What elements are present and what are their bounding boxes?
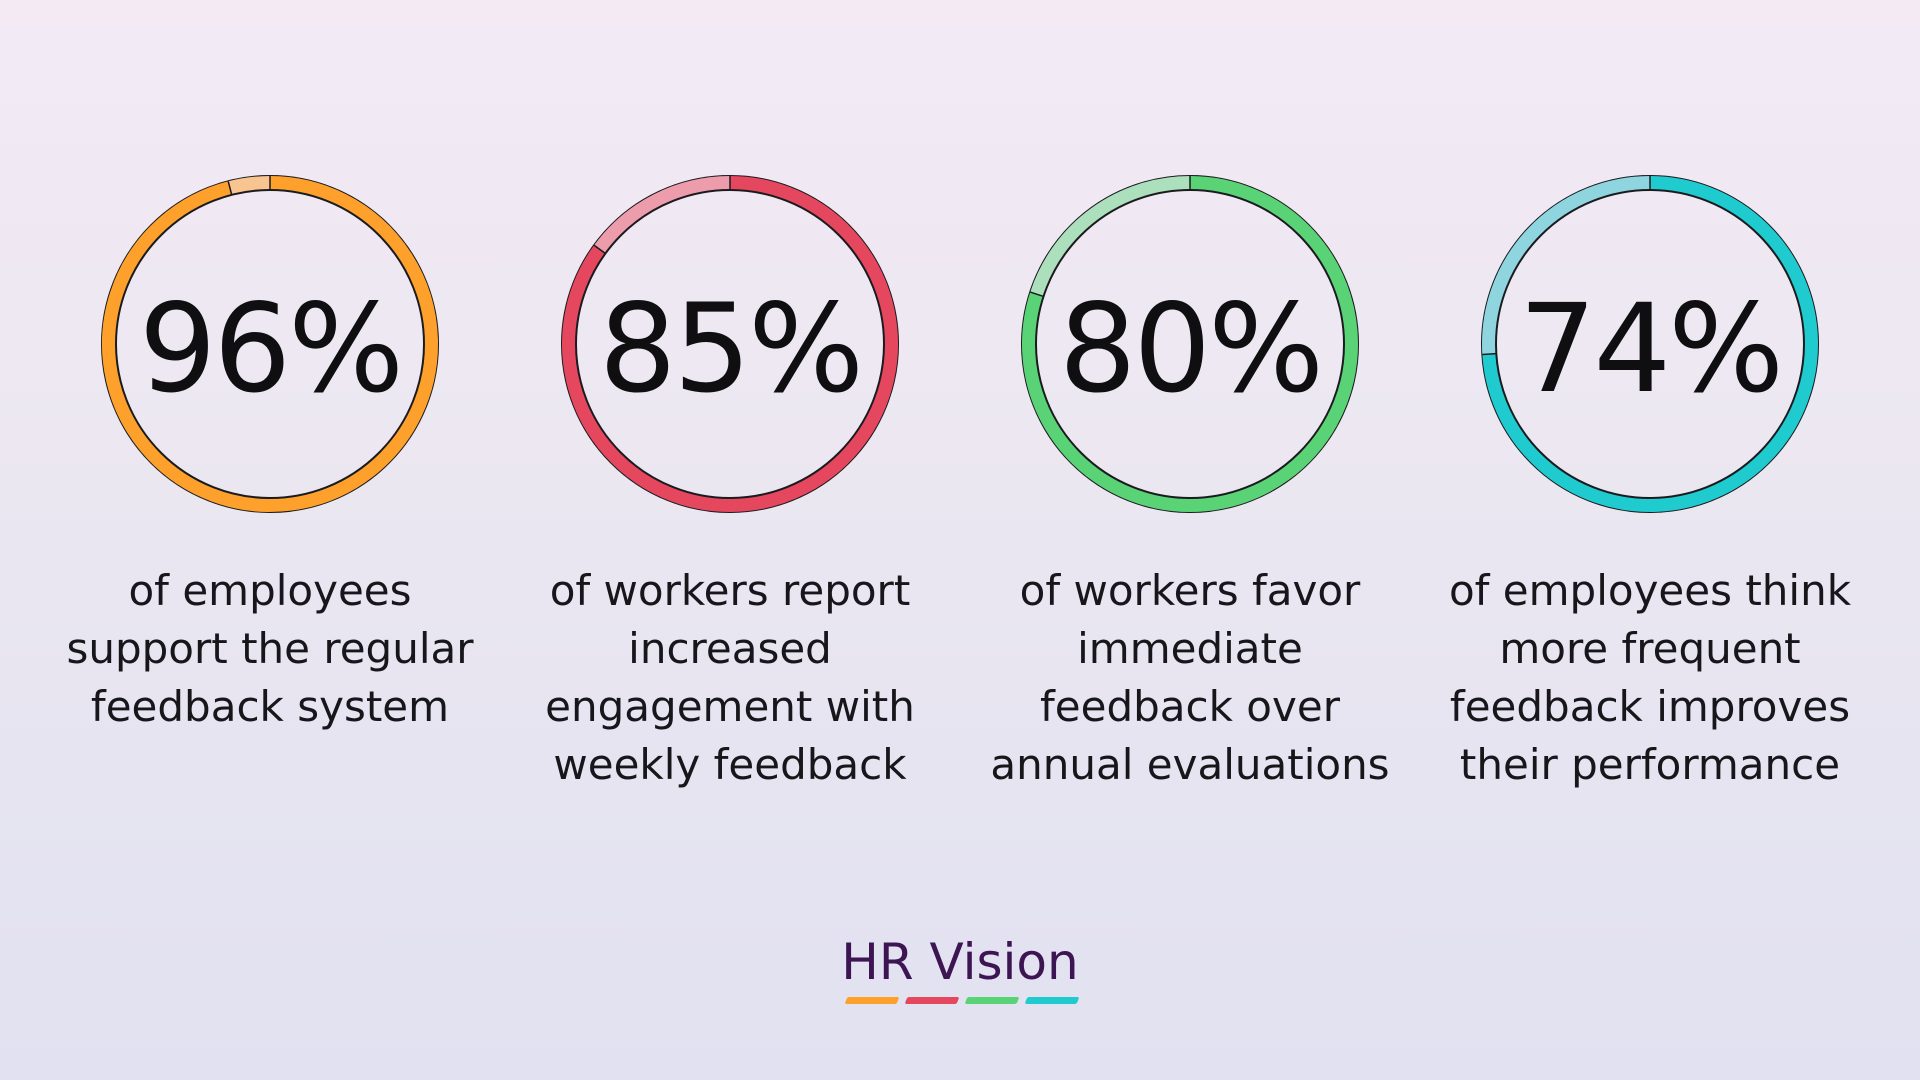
stat-description: of employees support the regular feedbac…	[66, 566, 474, 731]
stat-value: 80%	[1058, 278, 1324, 420]
ring-remainder-arc	[1482, 176, 1651, 355]
ring-value-arc	[1022, 176, 1358, 512]
stat-value: 74%	[1518, 278, 1784, 420]
stat-value: 96%	[138, 278, 404, 420]
brand-dashes	[844, 997, 1080, 1007]
ring-value-arc	[1482, 176, 1818, 512]
stat-description: of workers report increased engagement w…	[545, 566, 915, 789]
ring-remainder-arc	[1030, 176, 1191, 297]
brand-dash	[844, 997, 900, 1004]
progress-ring	[101, 175, 439, 513]
stat-card: 74% of employees think more frequent fee…	[1430, 174, 1870, 814]
stat-value: 85%	[598, 278, 864, 420]
progress-ring	[561, 175, 899, 513]
progress-ring	[1481, 175, 1819, 513]
brand-logo: HR Vision	[760, 930, 1160, 1010]
ring-segment-divider	[593, 244, 606, 255]
ring-remainder-arc	[228, 176, 271, 195]
ring-segment-divider	[1482, 352, 1497, 356]
stat-card: 80% of workers favor immediate feedback …	[970, 174, 1410, 814]
brand-dash	[964, 997, 1020, 1004]
stat-card: 85% of workers report increased engageme…	[510, 174, 950, 814]
stat-description: of workers favor immediate feedback over…	[990, 566, 1390, 789]
brand-dash	[1024, 997, 1080, 1004]
ring-remainder-arc	[594, 176, 731, 254]
ring-value-arc	[102, 176, 439, 512]
ring-value-arc	[562, 176, 898, 512]
stat-description: of employees think more frequent feedbac…	[1448, 566, 1852, 789]
ring-segment-divider	[1029, 291, 1044, 298]
stat-card: 96% of employees support the regular fee…	[50, 174, 490, 814]
ring-segment-divider	[227, 181, 233, 196]
brand-name: HR Vision	[841, 933, 1079, 991]
brand-dash	[904, 997, 960, 1004]
progress-ring	[1021, 175, 1359, 513]
